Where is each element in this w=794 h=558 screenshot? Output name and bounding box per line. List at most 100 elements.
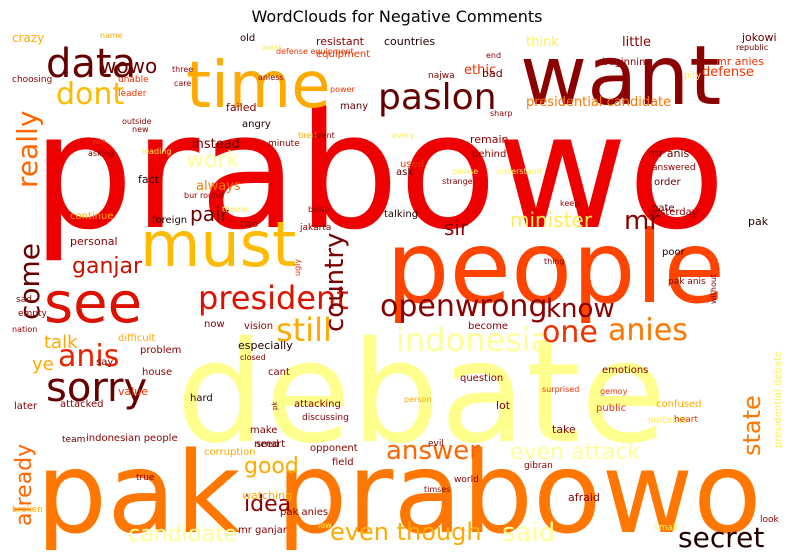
word: world: [454, 475, 479, 485]
word: think: [526, 35, 559, 50]
word: bur round: [184, 191, 224, 200]
word: house: [142, 367, 173, 378]
word: mr ganjar: [238, 525, 287, 536]
word: value: [118, 385, 149, 398]
word: say: [96, 357, 114, 368]
word: choosing: [12, 75, 53, 85]
word: defense equipment: [276, 47, 354, 56]
word: aniess: [258, 73, 284, 82]
word: keep: [560, 199, 580, 208]
word: unable: [118, 75, 149, 85]
word: attacked: [60, 399, 104, 410]
word: pak: [748, 215, 769, 228]
word: heart: [674, 415, 698, 425]
word: really: [11, 110, 44, 188]
word: afraid: [568, 491, 600, 504]
word: leader: [118, 89, 147, 99]
word: sir: [444, 216, 469, 240]
word: behind: [472, 149, 507, 160]
word: nation: [12, 325, 38, 334]
word: empty: [18, 309, 47, 319]
word: must: [140, 208, 297, 281]
word: even though: [330, 518, 482, 546]
word: tired: [298, 131, 317, 140]
word: weak: [262, 43, 283, 52]
word: minister: [510, 208, 593, 232]
word: ethic: [464, 63, 497, 78]
word: become: [468, 321, 509, 332]
word: please: [452, 167, 479, 176]
word: jokowi: [742, 31, 777, 44]
word: team: [62, 435, 86, 445]
word: time: [186, 49, 331, 123]
word: every: [392, 131, 415, 140]
word: strange: [442, 177, 473, 186]
word: wowo: [100, 54, 158, 78]
word: hate: [652, 203, 675, 214]
word: gibran: [524, 461, 553, 471]
word: mr: [624, 206, 661, 236]
word: state: [738, 395, 766, 456]
word: angry: [242, 119, 271, 130]
word: president: [198, 279, 349, 317]
word: ugly: [293, 258, 302, 276]
word: indonesia: [396, 321, 551, 359]
word: many: [340, 101, 369, 112]
word: event: [312, 131, 335, 140]
word: especially: [238, 339, 293, 352]
word: later: [14, 401, 38, 412]
word: understand: [496, 167, 542, 176]
word: pity: [684, 71, 702, 81]
word: pair: [190, 202, 229, 226]
word: win: [92, 137, 106, 146]
word: confused: [656, 399, 702, 410]
word: dont: [56, 77, 125, 112]
word: person: [404, 395, 432, 404]
word: hard: [190, 393, 213, 404]
word: now: [204, 319, 225, 330]
word: suitable: [648, 415, 688, 426]
word: see: [44, 271, 143, 336]
word: presidential debate: [773, 350, 784, 448]
word: remain: [470, 133, 509, 146]
word: anies: [608, 313, 688, 348]
word: timses: [424, 485, 451, 494]
word: resistant: [316, 35, 364, 48]
word: failed: [226, 101, 257, 114]
word: candidate: [128, 522, 238, 547]
word: low: [318, 521, 332, 530]
word: data: [46, 41, 137, 87]
word: name: [100, 31, 123, 40]
word: smart: [256, 439, 286, 450]
word: secret: [678, 521, 765, 551]
word: mr anies: [716, 55, 765, 68]
word: instead: [192, 137, 240, 152]
word: mr anis: [648, 147, 690, 160]
word: idea: [244, 492, 292, 517]
word: personal: [70, 235, 118, 248]
word: ye: [32, 354, 54, 375]
word: still: [276, 311, 332, 349]
word: poor: [662, 247, 685, 258]
word: sharp: [490, 109, 513, 118]
word: ganjar: [72, 254, 143, 279]
word: openwrong: [380, 289, 548, 324]
word: question: [460, 373, 504, 384]
chart-title: WordClouds for Negative Comments: [251, 7, 543, 26]
word: yesterday: [648, 207, 698, 218]
word: theme: [222, 205, 248, 214]
word: difficult: [118, 333, 156, 344]
word: new: [132, 125, 149, 134]
word: talking: [384, 209, 419, 220]
word: always: [196, 179, 241, 194]
word: care: [174, 79, 192, 88]
word: know: [546, 294, 615, 324]
word: jakarta: [300, 223, 332, 233]
word: fact: [138, 173, 159, 186]
word: lot: [496, 399, 511, 412]
word: thing: [544, 257, 565, 266]
word: paslon: [378, 77, 497, 118]
word: corruption: [204, 447, 256, 458]
word: one: [542, 315, 598, 350]
word: good: [244, 454, 299, 479]
